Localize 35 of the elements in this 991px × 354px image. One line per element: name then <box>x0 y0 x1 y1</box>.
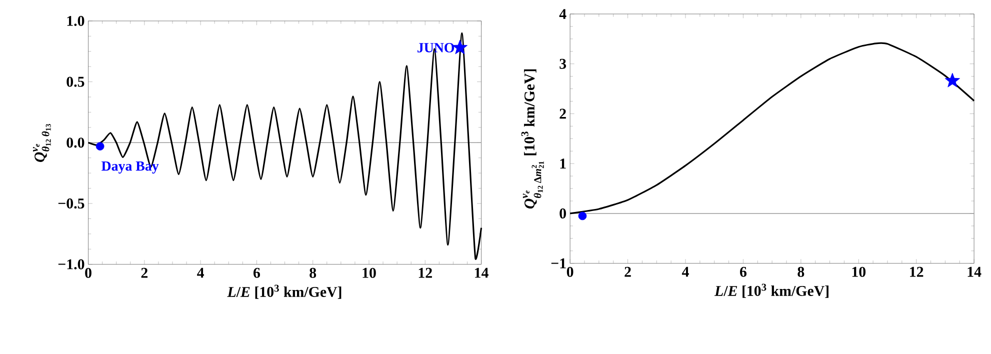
y-tick-label: 3 <box>560 58 566 69</box>
y-tick-label: 0 <box>560 208 566 218</box>
x-tick-label: 8 <box>798 266 804 277</box>
x-tick-label: 4 <box>682 266 689 277</box>
x-tick-label: 6 <box>253 268 260 278</box>
y-tick-label: −1 <box>551 258 566 268</box>
y-tick-label: 0.0 <box>66 138 84 148</box>
line-series <box>87 32 482 259</box>
x-tick-label: 10 <box>362 268 376 278</box>
x-axis-title: L/E [10$^{3}$ km/GeV] <box>714 284 828 298</box>
x-tick-label: 2 <box>141 268 148 278</box>
series-label: Daya Bay <box>102 161 159 174</box>
y-tick-label: −0.5 <box>58 198 84 209</box>
x-tick-label: 12 <box>418 268 432 278</box>
x-tick-label: 2 <box>624 266 631 277</box>
y-tick-label: 2 <box>560 108 566 119</box>
y-axis-title: $\text{\textit{Q}}^{\text{\textit{ν}}_{\text{\textit{e}}}}_{\text{\textit{θ}}_{\text{12}}\,\text{\textit{θ}}_{\text{13}}}$ <box>33 124 51 162</box>
x-tick-label: 10 <box>852 266 866 277</box>
y-tick-label: 1.0 <box>67 16 84 26</box>
x-tick-label: 14 <box>475 268 488 278</box>
y-tick-label: −1.0 <box>58 259 84 270</box>
series-label: JUNO <box>418 43 454 52</box>
y-axis-title: $\text{\textit{Q}}^{\text{\textit{ν}}_{\text{\textit{e}}}}_{\text{\textit{θ}}_{\text{12}}\,\text{Δ\textit{m}}^{\text{2}}_{\text{21}}}\ \text{[10}^{\text{3}}\text{ km/GeV]}$ <box>521 69 544 208</box>
x-tick-label: 8 <box>310 268 316 278</box>
y-tick-label: 0.5 <box>66 76 84 87</box>
x-tick-label: 4 <box>197 268 204 278</box>
x-tick-label: 6 <box>740 266 746 277</box>
x-tick-label: 14 <box>968 266 982 277</box>
y-tick-label: 4 <box>559 9 566 19</box>
x-tick-label: 0 <box>566 266 574 277</box>
line-series <box>569 42 975 214</box>
x-tick-label: 12 <box>910 266 924 277</box>
x-axis-title: L/E [10$^{3}$ km/GeV] <box>227 284 342 299</box>
y-tick-label: 1 <box>560 158 566 168</box>
x-tick-label: 0 <box>85 268 92 278</box>
